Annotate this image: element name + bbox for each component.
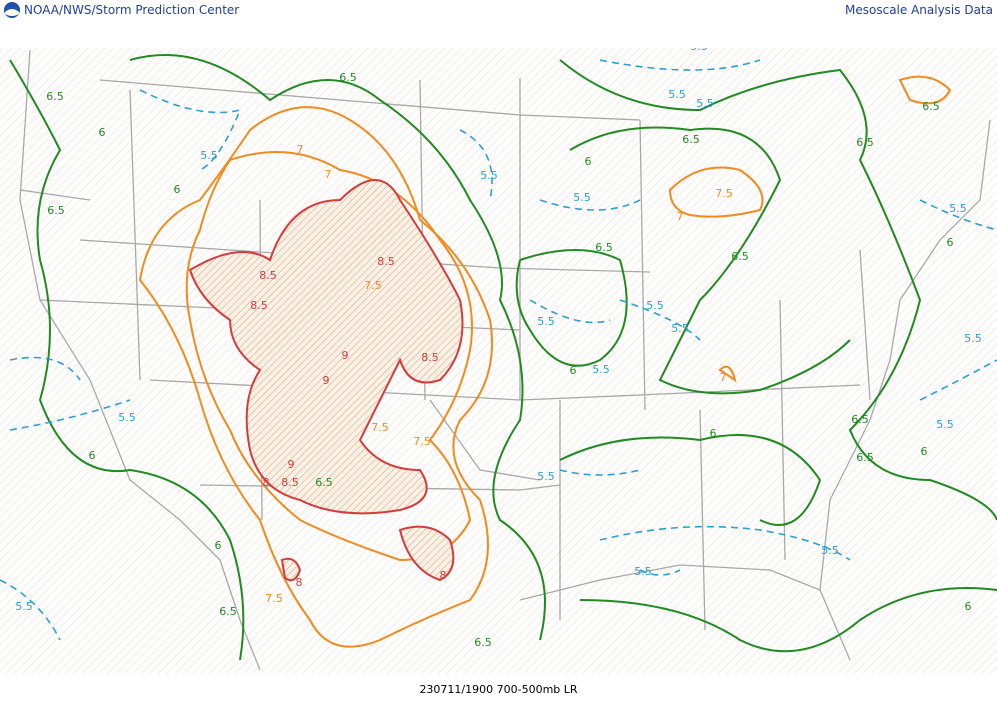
contour-label: 6.5 [856,136,874,149]
contour-label: 6.5 [856,451,874,464]
contour-label: 5.5 [480,169,498,182]
contour-label: 5.5 [690,48,708,53]
contour-label: 5.5 [964,332,982,345]
contour-label: 5.5 [537,315,555,328]
contour-label: 7.5 [715,187,733,200]
contour-label: 5.5 [592,363,610,376]
header-right: Mesoscale Analysis Data [845,3,993,17]
contour-label: 9 [288,458,295,471]
header-left: NOAA/NWS/Storm Prediction Center [24,3,240,17]
contour-label: 5.5 [15,600,33,613]
contour-label: 5.5 [936,418,954,431]
contour-label: 9 [342,349,349,362]
contour-label: 6.5 [474,636,492,649]
contour-label: 5.5 [696,97,714,110]
contour-label: 7.5 [413,435,431,448]
contour-label: 6 [174,183,181,196]
contour-label: 7.5 [371,421,389,434]
contour-label: 5.5 [573,191,591,204]
contour-label: 6.5 [731,250,749,263]
contour-label: 8.5 [377,255,395,268]
contour-label: 6 [99,126,106,139]
contour-label: 5.5 [537,470,555,483]
contour-label: 8 [263,476,270,489]
contour-label: 7.5 [364,279,382,292]
contour-label: 6 [89,449,96,462]
contour-label: 6.5 [682,133,700,146]
contour-label: 9 [323,374,330,387]
contour-label: 5.5 [200,149,218,162]
contour-label: 8 [296,576,303,589]
contour-label: 6.5 [595,241,613,254]
contour-label: 6.5 [315,476,333,489]
contour-label: 8.5 [250,299,268,312]
contour-label: 5.5 [821,544,839,557]
contour-label: 5.5 [646,299,664,312]
contour-label: 6.5 [339,71,357,84]
footer: 230711/1900 700-500mb LR [419,683,578,696]
contour-label: 6 [947,236,954,249]
contour-label: 7 [677,210,684,223]
contour-label: 5.5 [634,565,652,578]
contour-label: 6.5 [46,90,64,103]
contour-label: 5.5 [671,322,689,335]
contour-label: 5.5 [949,202,967,215]
contour-label: 6 [710,427,717,440]
contour-label: 6.5 [851,413,869,426]
contour-label: 8.5 [421,351,439,364]
contour-label: 6.5 [922,100,940,113]
contours [0,54,997,661]
contour-label: 8.5 [259,269,277,282]
contour-label: 6.5 [47,204,65,217]
contour-label: 6 [965,600,972,613]
contour-label: 7 [720,371,727,384]
contour-label: 6 [921,445,928,458]
contour-label: 6.5 [219,605,237,618]
contour-label: 8.5 [281,476,299,489]
contour-label: 7 [297,143,304,156]
contour-label: 5.5 [668,88,686,101]
contour-label: 7 [325,168,332,181]
contour-label: 5.5 [118,411,136,424]
contour-label: 6 [215,539,222,552]
contour-label: 6 [570,364,577,377]
noaa-logo [4,2,20,18]
contour-label: 7.5 [265,592,283,605]
contour-label: 8 [440,569,447,582]
contour-label: 6 [585,155,592,168]
